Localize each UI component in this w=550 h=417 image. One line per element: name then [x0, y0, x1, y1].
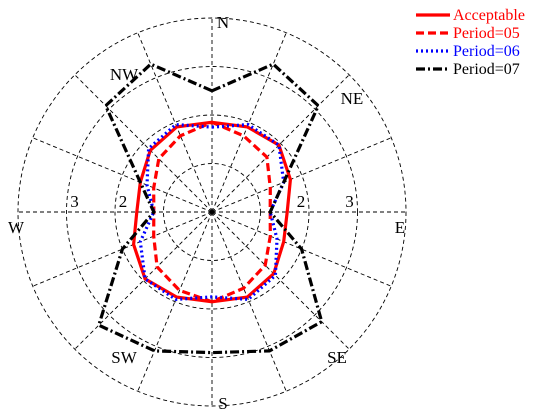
legend-entry-label: Period=06 — [453, 43, 520, 60]
direction-label-n: N — [217, 13, 229, 32]
direction-label-se: SE — [327, 348, 347, 367]
grid-spoke — [74, 74, 213, 213]
legend-entry-label: Period=05 — [453, 25, 520, 42]
radial-tick-label: 2 — [297, 192, 306, 211]
grid-spoke — [137, 32, 213, 213]
grid-spoke — [211, 211, 392, 287]
grid-spoke — [137, 211, 213, 392]
direction-label-ne: NE — [341, 89, 364, 108]
grid-spoke — [211, 137, 392, 213]
grid-ring — [163, 163, 261, 261]
direction-label-e: E — [395, 218, 405, 237]
legend-entry-label: Period=07 — [453, 61, 520, 78]
direction-label-sw: SW — [111, 348, 137, 367]
grid-spoke — [211, 32, 287, 213]
direction-label-s: S — [218, 394, 227, 413]
grid-spoke — [32, 137, 213, 213]
radial-tick-label: 3 — [345, 192, 354, 211]
radial-tick-label: 2 — [119, 192, 128, 211]
legend-entry-label: Acceptable — [453, 7, 525, 24]
grid-ring — [114, 114, 310, 310]
series-line-period-05 — [152, 120, 272, 304]
grid-spoke — [211, 211, 350, 350]
direction-label-w: W — [8, 218, 25, 237]
grid-spoke — [211, 74, 350, 213]
grid-spoke — [211, 211, 287, 392]
series-line-period-06 — [138, 122, 286, 302]
grid-ring — [17, 17, 407, 407]
direction-label-nw: NW — [110, 65, 139, 84]
grid-ring — [66, 66, 358, 358]
grid-spoke — [32, 211, 213, 287]
grid-spoke — [74, 211, 213, 350]
radial-tick-label: 3 — [70, 192, 79, 211]
